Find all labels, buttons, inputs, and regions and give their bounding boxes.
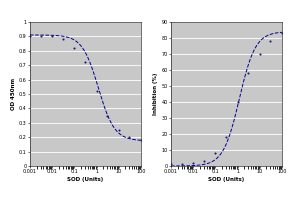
X-axis label: SOD (Units): SOD (Units) [68,177,104,182]
Y-axis label: OD 450nm: OD 450nm [11,78,16,110]
X-axis label: SOD (Units): SOD (Units) [208,177,244,182]
Y-axis label: Inhibition (%): Inhibition (%) [154,73,158,115]
